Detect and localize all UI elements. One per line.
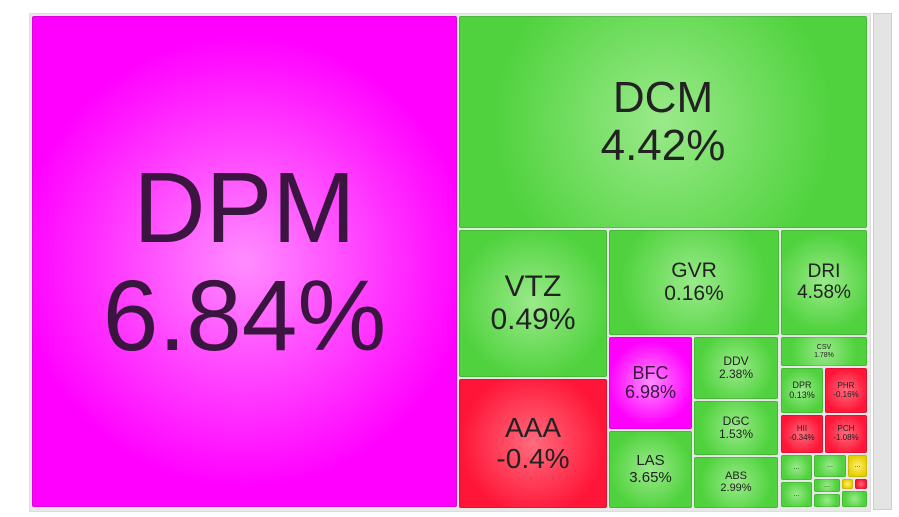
stock-change: -0.34% [789, 433, 815, 442]
stock-change: -1.08% [833, 433, 859, 442]
small-tile-label: ... [793, 490, 800, 498]
stock-symbol: DPR [792, 379, 812, 390]
small-tile[interactable]: ... [781, 482, 812, 507]
stock-tile[interactable]: CSV 1.78% [781, 337, 867, 366]
small-tile[interactable]: ... [781, 455, 812, 480]
stock-tile[interactable]: PHR -0.16% [825, 368, 867, 413]
small-tile-label: ... [854, 462, 861, 470]
stock-tile[interactable]: VTZ 0.49% [459, 230, 607, 377]
stock-symbol: VTZ [504, 270, 562, 304]
stock-change: 6.98% [624, 382, 677, 402]
stock-change: 3.65% [629, 468, 672, 486]
small-tile-label: ... [827, 462, 833, 470]
stock-change: 2.38% [718, 367, 754, 381]
stock-change: 0.13% [789, 389, 815, 400]
stock-tile[interactable]: PCH -1.08% [825, 415, 867, 453]
treemap: DPM 6.84% DCM 4.42% VTZ 0.49% AAA -0.4% GVR 0.16%… [29, 13, 871, 512]
stock-symbol: DCM [612, 73, 714, 123]
stock-tile[interactable]: DCM 4.42% [459, 16, 867, 228]
small-tile[interactable]: ... [814, 455, 846, 477]
stock-tile[interactable]: DRI 4.58% [781, 230, 867, 335]
stock-tile[interactable]: GVR 0.16% [609, 230, 779, 335]
stock-change: 4.42% [600, 121, 726, 170]
stock-change: 0.49% [490, 302, 576, 336]
small-tile[interactable]: ... [848, 455, 867, 477]
scrollbar[interactable] [873, 13, 892, 510]
stock-symbol: LAS [636, 452, 665, 470]
stock-tile[interactable]: BFC 6.98% [609, 337, 692, 429]
stock-symbol: ABS [724, 469, 747, 482]
stock-symbol: HII [796, 424, 808, 434]
small-tile[interactable]: ... [814, 479, 840, 492]
stock-symbol: AAA [504, 412, 562, 444]
stock-change: -0.16% [833, 389, 859, 399]
stock-symbol: BFC [632, 362, 669, 383]
stock-symbol: DRI [807, 260, 841, 282]
stock-tile[interactable]: DPM 6.84% [32, 16, 457, 507]
stock-change: 2.99% [720, 481, 752, 494]
tiny-tile[interactable] [814, 494, 840, 507]
stock-change: 1.53% [718, 427, 754, 441]
stock-tile[interactable]: DGC 1.53% [694, 401, 778, 455]
tiny-tile[interactable] [855, 479, 867, 489]
stock-change: 4.58% [797, 281, 851, 303]
stock-change: 6.84% [102, 259, 387, 372]
stock-tile[interactable]: HII -0.34% [781, 415, 823, 453]
stock-change: 0.16% [664, 281, 724, 305]
stock-symbol: DPM [133, 151, 356, 264]
small-tile-label: ... [824, 481, 830, 489]
tiny-tile[interactable] [842, 491, 867, 507]
stock-tile[interactable]: DDV 2.38% [694, 337, 778, 399]
stock-change: -0.4% [496, 442, 570, 474]
stock-symbol: GVR [671, 258, 717, 282]
stock-symbol: PHR [837, 380, 855, 390]
small-tile-label: ... [793, 463, 800, 471]
stock-tile[interactable]: ABS 2.99% [694, 457, 778, 508]
stock-tile[interactable]: DPR 0.13% [781, 368, 823, 413]
stock-change: 1.78% [814, 351, 834, 359]
stock-symbol: DGC [722, 414, 750, 429]
tiny-tile[interactable] [842, 479, 853, 489]
stock-symbol: DDV [723, 354, 749, 369]
stock-symbol: CSV [816, 343, 832, 351]
stock-symbol: PCH [837, 424, 855, 434]
stock-tile[interactable]: AAA -0.4% [459, 379, 607, 508]
stock-tile[interactable]: LAS 3.65% [609, 431, 692, 508]
